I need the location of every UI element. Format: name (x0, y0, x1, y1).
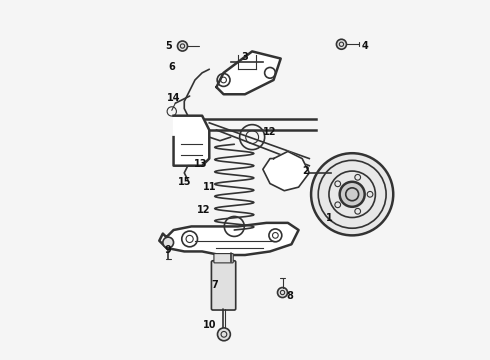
Text: 12: 12 (197, 205, 211, 215)
Text: 2: 2 (302, 166, 309, 176)
Text: 12: 12 (263, 127, 276, 137)
Text: 14: 14 (167, 93, 180, 103)
Text: 5: 5 (165, 41, 172, 51)
Text: 8: 8 (286, 291, 293, 301)
Circle shape (340, 182, 365, 207)
Text: 6: 6 (169, 63, 175, 72)
Polygon shape (159, 223, 298, 255)
Circle shape (163, 237, 173, 248)
Text: 15: 15 (177, 177, 191, 187)
FancyBboxPatch shape (214, 253, 233, 263)
Polygon shape (217, 51, 281, 94)
Text: 13: 13 (194, 159, 207, 169)
Circle shape (311, 153, 393, 235)
Text: 4: 4 (361, 41, 368, 51)
Circle shape (277, 288, 288, 297)
Circle shape (218, 328, 230, 341)
Text: 10: 10 (202, 320, 216, 330)
Text: 7: 7 (211, 280, 218, 291)
Polygon shape (173, 116, 209, 166)
Circle shape (337, 39, 346, 49)
FancyBboxPatch shape (211, 261, 236, 310)
Text: 9: 9 (165, 245, 172, 255)
Circle shape (177, 41, 188, 51)
Text: 3: 3 (242, 52, 248, 62)
Text: 11: 11 (202, 182, 216, 192)
Text: 1: 1 (325, 212, 332, 222)
Polygon shape (263, 152, 309, 191)
